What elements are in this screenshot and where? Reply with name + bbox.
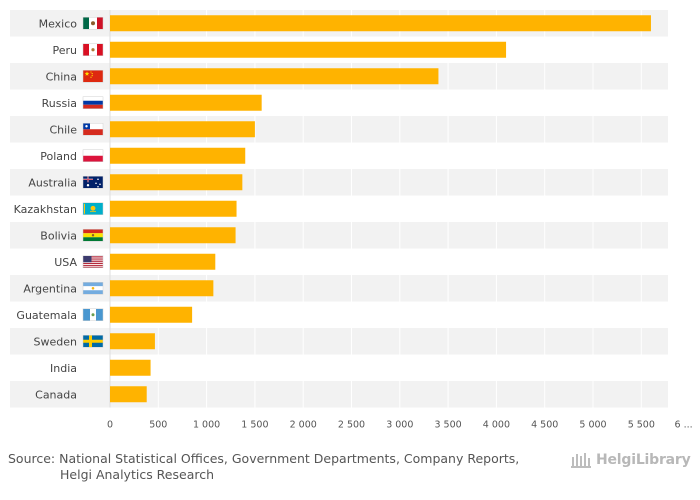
bar-poland[interactable] (110, 147, 246, 164)
bar-usa[interactable] (110, 253, 216, 270)
category-label: Mexico (39, 17, 78, 30)
bar-guatemala[interactable] (110, 306, 193, 323)
flag-russia-icon (82, 96, 104, 109)
flag-guatemala-icon (82, 308, 104, 321)
library-building-icon (571, 453, 591, 468)
x-tick-label: 5 500 (628, 420, 655, 431)
flag-poland-icon (82, 149, 104, 162)
bar-australia[interactable] (110, 174, 243, 191)
source-line-2: Helgi Analytics Research (60, 467, 215, 482)
x-tick-label: 1 000 (193, 420, 220, 431)
flag-sweden-icon (82, 335, 104, 348)
category-label: Canada (35, 388, 77, 401)
flag-kazakhstan-icon (82, 202, 104, 215)
category-labels: Mexico Peru China Russia Chile Poland Australi… (14, 17, 78, 401)
x-tick-label: 6 ... (675, 420, 693, 431)
bar-russia[interactable] (110, 94, 262, 111)
bar-chart: Mexico Peru China Russia Chile Poland Australi… (10, 10, 693, 431)
flag-mexico-icon (82, 17, 104, 30)
x-tick-label: 4 500 (531, 420, 558, 431)
bar-kazakhstan[interactable] (110, 200, 237, 217)
x-tick-label: 2 500 (338, 420, 365, 431)
row-band (10, 169, 668, 196)
row-band (10, 381, 668, 408)
category-label: Bolivia (40, 229, 77, 242)
category-label: Poland (40, 150, 77, 163)
flag-usa-icon (82, 255, 104, 268)
flags (82, 17, 104, 348)
flag-chile-icon (82, 123, 104, 136)
x-tick-label: 1 500 (241, 420, 268, 431)
x-tick-label: 500 (149, 420, 167, 431)
bar-peru[interactable] (110, 41, 507, 58)
row-band (10, 275, 668, 302)
flag-bolivia-icon (82, 229, 104, 242)
category-label: Argentina (23, 282, 77, 295)
x-tick-label: 4 000 (483, 420, 510, 431)
category-label: Peru (52, 44, 77, 57)
bar-sweden[interactable] (110, 333, 155, 350)
category-label: Chile (49, 123, 77, 136)
flag-argentina-icon (82, 282, 104, 295)
source-line-1: Source: National Statistical Offices, Go… (8, 451, 520, 466)
bar-canada[interactable] (110, 386, 147, 403)
category-label: Guatemala (16, 309, 77, 322)
brand-name: HelgiLibrary (596, 452, 691, 468)
bar-india[interactable] (110, 359, 151, 376)
category-label: Kazakhstan (14, 203, 77, 216)
flag-australia-icon (82, 176, 104, 189)
category-label: Russia (42, 97, 77, 110)
category-label: Australia (28, 176, 77, 189)
flag-china-icon (82, 70, 104, 83)
category-label: China (46, 70, 77, 83)
bar-chile[interactable] (110, 121, 255, 138)
source-note: Source: National Statistical Offices, Go… (8, 451, 548, 483)
bar-china[interactable] (110, 68, 439, 85)
flag-peru-icon (82, 43, 104, 56)
bar-bolivia[interactable] (110, 227, 236, 244)
x-tick-label: 5 000 (579, 420, 606, 431)
bars (110, 15, 651, 403)
x-tick-label: 0 (107, 420, 113, 431)
x-tick-label: 3 500 (434, 420, 461, 431)
category-label: USA (54, 256, 77, 269)
helgi-library-logo[interactable]: HelgiLibrary (570, 448, 691, 472)
x-tick-label: 2 000 (290, 420, 317, 431)
category-label: Sweden (34, 335, 77, 348)
row-band (10, 222, 668, 249)
category-label: India (50, 362, 77, 375)
x-axis-ticks: 0 500 1 000 1 500 2 000 2 500 3 000 3 500 4 000 4… (107, 420, 693, 431)
x-tick-label: 3 000 (386, 420, 413, 431)
bar-mexico[interactable] (110, 15, 651, 32)
row-band (10, 116, 668, 143)
row-band (10, 328, 668, 355)
bar-argentina[interactable] (110, 280, 214, 297)
